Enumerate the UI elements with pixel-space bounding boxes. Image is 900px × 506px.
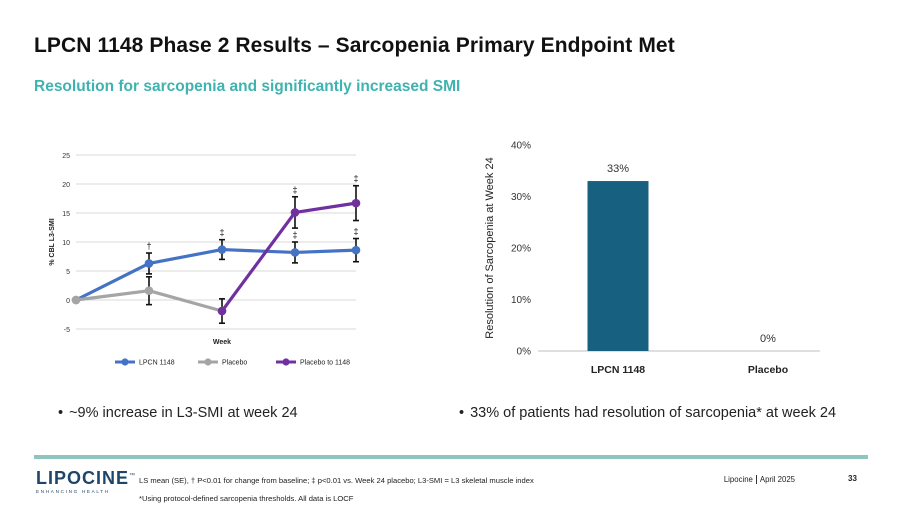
y-tick-label: 10 <box>62 240 70 247</box>
significance-marker: ‡ <box>353 227 358 237</box>
bullet-right: • 33% of patients had resolution of sarco… <box>459 405 836 421</box>
data-point <box>351 198 361 208</box>
footer-date: April 2025 <box>755 475 795 484</box>
data-point <box>351 245 361 255</box>
bar-value-label: 0% <box>760 333 776 345</box>
legend-swatch-marker <box>121 358 129 366</box>
line-chart: 25 20 15 10 5 0 -5 % CBL L3-SMI Week † ‡ ‡ ‡ ‡ ‡ LPCN 1… <box>49 153 361 367</box>
series-line-0 <box>75 247 357 302</box>
y-tick-label: 20 <box>62 182 70 189</box>
significance-marker: ‡ <box>292 230 297 240</box>
data-point <box>290 248 300 257</box>
y-tick-label: 30% <box>511 192 531 203</box>
legend-label: Placebo to 1148 <box>300 360 350 367</box>
data-point <box>144 286 154 296</box>
bullet-left: • ~9% increase in L3-SMI at week 24 <box>58 405 298 421</box>
y-tick-label: 20% <box>511 244 531 255</box>
category-label: LPCN 1148 <box>591 364 645 376</box>
footer-divider <box>34 455 868 459</box>
y-axis-label: Resolution of Sarcopenia at Week 24 <box>484 157 496 338</box>
bar-0 <box>587 181 649 351</box>
footnote-definition: *Using protocol-defined sarcopenia thres… <box>139 494 354 503</box>
bullet-left-text: ~9% increase in L3-SMI at week 24 <box>69 405 298 421</box>
y-tick-label: 10% <box>511 295 531 306</box>
company-logo: LIPOCINE™ ENHANCING HEALTH <box>36 467 135 494</box>
y-tick-label: 25 <box>62 153 70 160</box>
y-tick-label: -5 <box>64 327 70 334</box>
footnote-stats: LS mean (SE), † P<0.01 for change from b… <box>139 476 534 485</box>
footer-company-date: Lipocine April 2025 <box>724 475 795 484</box>
footer-company: Lipocine <box>723 475 753 484</box>
significance-marker: † <box>146 241 151 251</box>
legend-label: Placebo <box>222 360 247 367</box>
page-subtitle: Resolution for sarcopenia and significan… <box>34 78 461 95</box>
y-axis-label: % CBL L3-SMI <box>49 218 56 265</box>
bullet-dot: • <box>459 405 465 421</box>
y-tick-label: 40% <box>511 141 531 152</box>
page-title: LPCN 1148 Phase 2 Results – Sarcopenia P… <box>34 34 675 57</box>
legend-swatch-marker <box>282 358 290 366</box>
data-point <box>217 306 227 316</box>
bullet-dot: • <box>58 405 64 421</box>
y-tick-label: 15 <box>62 211 70 218</box>
series-line-2 <box>220 201 357 312</box>
data-point <box>290 208 300 217</box>
logo-trademark: ™ <box>129 473 137 479</box>
significance-marker: ‡ <box>219 228 224 238</box>
data-point <box>217 245 227 254</box>
y-tick-label: 0% <box>517 347 532 358</box>
x-axis-label: Week <box>213 339 231 346</box>
data-point <box>71 295 81 305</box>
legend-swatch-marker <box>204 358 212 366</box>
bullet-right-text: 33% of patients had resolution of sarcop… <box>470 405 837 421</box>
data-point <box>144 259 154 268</box>
y-tick-label: 5 <box>66 269 70 276</box>
significance-marker: ‡ <box>353 174 358 184</box>
bar-value-label: 33% <box>607 163 629 175</box>
page-number: 33 <box>848 474 857 483</box>
logo-tagline: ENHANCING HEALTH <box>36 489 110 494</box>
logo-text: LIPOCINE <box>36 468 130 488</box>
significance-marker: ‡ <box>292 185 297 195</box>
category-label: Placebo <box>748 364 788 376</box>
bar-chart: 0% 10% 20% 30% 40% Resolution of Sarcopenia a… <box>484 141 820 376</box>
y-tick-label: 0 <box>66 298 70 305</box>
legend-label: LPCN 1148 <box>139 360 175 367</box>
